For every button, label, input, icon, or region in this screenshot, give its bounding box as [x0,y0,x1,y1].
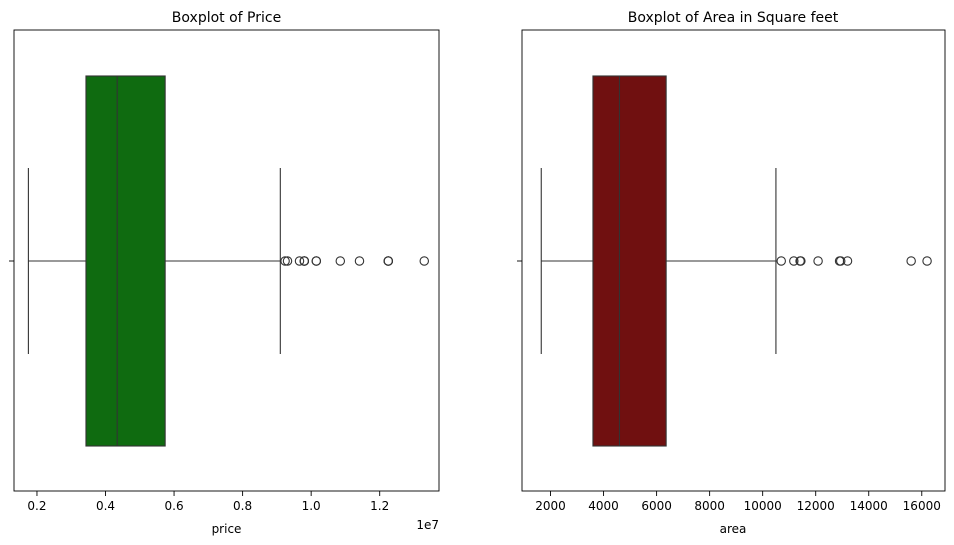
price-x-tick-label: 1.2 [370,499,389,513]
price-outlier-point [383,256,394,266]
price-x-axis-label: price [212,522,242,536]
price-outlier-point [299,256,310,266]
price-outlier-point [280,256,290,266]
price-outlier-point [311,256,322,266]
area-x-axis-label: area [720,522,747,536]
price-boxplot-panel: Boxplot of Price 0.2 0.4 0.6 0.8 1.0 1.2 pric… [9,10,440,536]
area-x-tick-label: 8000 [694,499,725,513]
area-x-tick-label: 4000 [588,499,619,513]
price-x-tick-label: 0.6 [165,499,184,513]
area-plot-frame [521,29,946,492]
price-x-tick-label: 0.4 [96,499,115,513]
price-outlier-point [354,256,365,266]
price-outlier-point [419,256,430,266]
area-outlier-point [796,256,806,266]
price-outlier-point [294,256,305,266]
price-x-tick-label: 0.2 [27,499,46,513]
price-outlier-point [335,256,346,266]
area-x-tick-label: 14000 [850,499,888,513]
price-outlier-point [282,256,293,266]
area-x-tick-label: 2000 [535,499,566,513]
price-x-tick-label: 1.0 [302,499,321,513]
area-outlier-point [842,256,853,266]
price-chart-title: Boxplot of Price [172,10,281,26]
area-chart-title: Boxplot of Area in Square feet [628,10,839,26]
area-x-tick-label: 6000 [641,499,672,513]
area-iqr-box [592,75,667,447]
area-outlier-point [922,256,932,266]
area-boxplot-panel: Boxplot of Area in Square feet 2000 4000 6… [517,10,946,536]
price-plot-frame [13,29,440,492]
area-outlier-point [789,256,799,266]
price-x-tick-label: 0.8 [233,499,252,513]
price-iqr-box [85,75,166,447]
area-x-tick-label: 12000 [797,499,835,513]
area-outlier-point [835,256,846,266]
price-offset-text: 1e7 [416,518,439,532]
area-outlier-point [776,256,786,266]
area-outlier-point [813,256,823,266]
area-x-tick-label: 10000 [744,499,782,513]
area-x-tick-label: 16000 [903,499,941,513]
area-outlier-point [906,256,916,266]
